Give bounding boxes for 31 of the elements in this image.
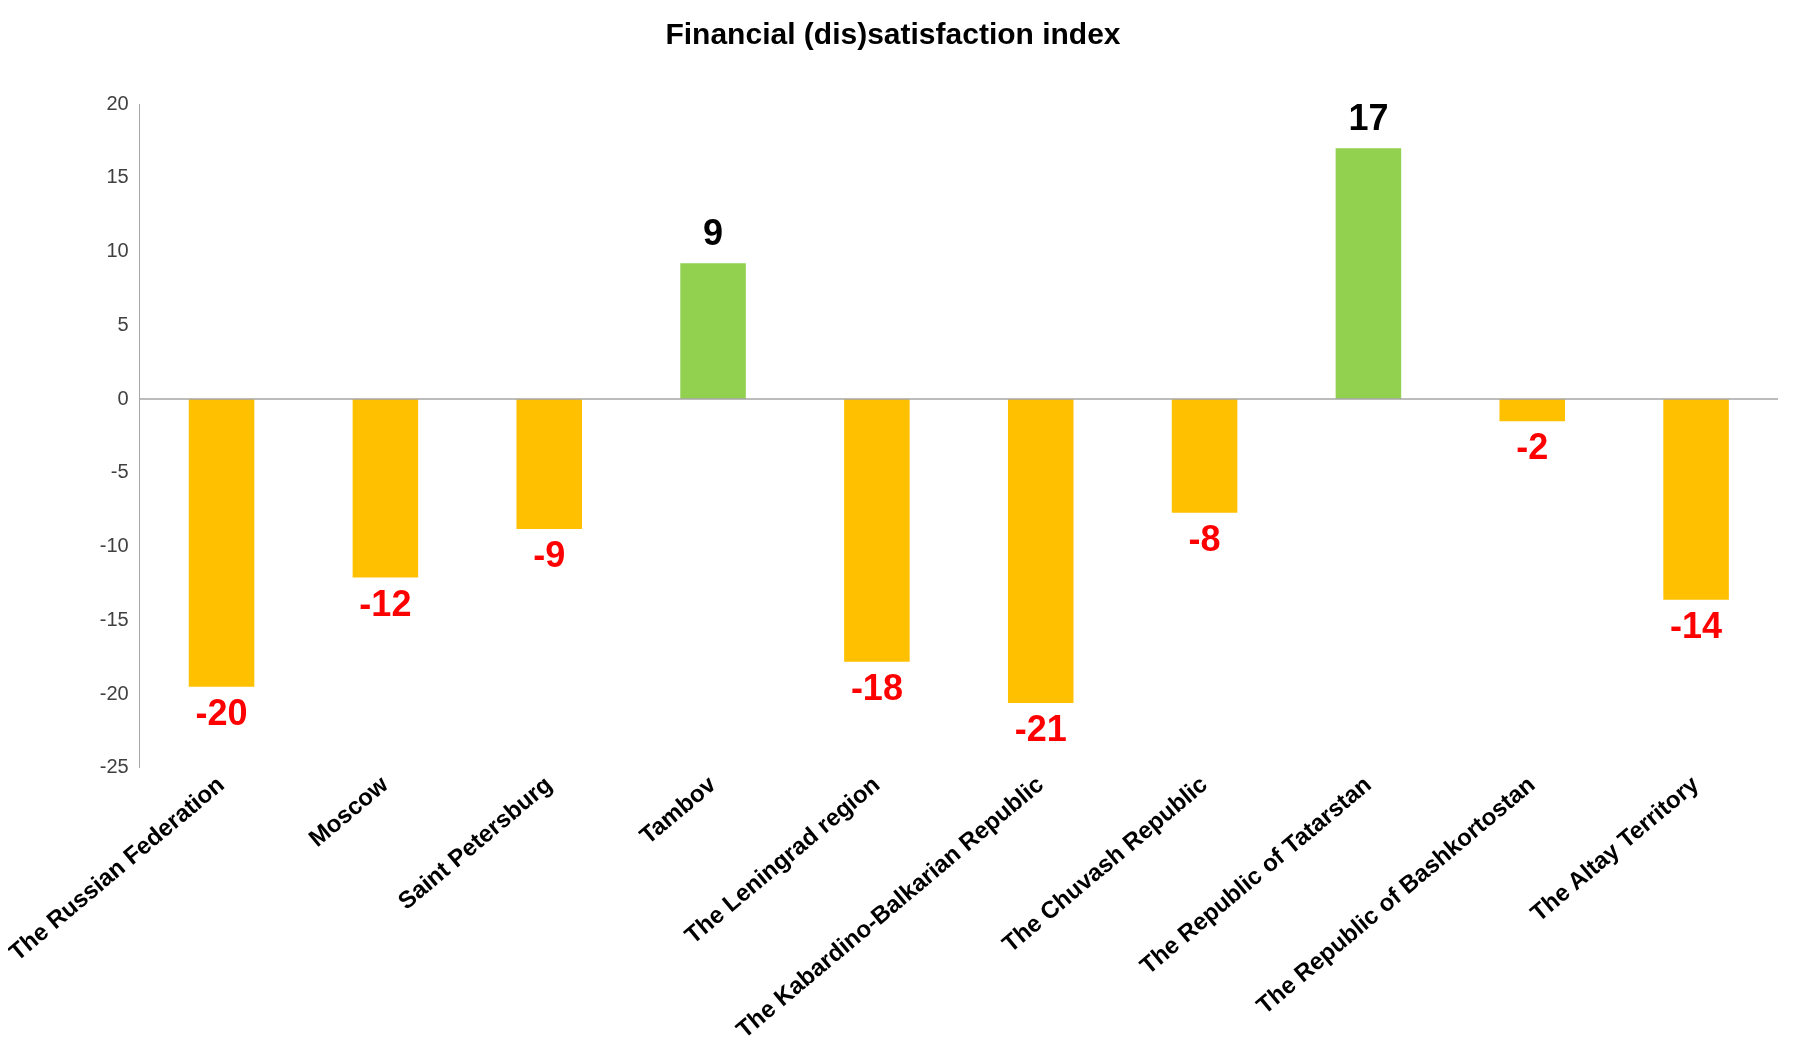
y-tick-label: 0 [117, 386, 129, 409]
bar [1171, 399, 1238, 513]
bar [1007, 399, 1074, 703]
bar [844, 399, 910, 662]
y-tick-label: 15 [106, 165, 129, 188]
y-tick-label: 20 [106, 91, 129, 114]
data-label: -21 [1014, 707, 1067, 749]
data-label: 9 [703, 212, 724, 254]
bar [188, 399, 255, 687]
data-label: -9 [533, 533, 566, 575]
data-label: 17 [1348, 97, 1389, 139]
bar [1335, 148, 1402, 400]
data-label: -8 [1188, 517, 1221, 559]
y-tick-label: 5 [117, 312, 129, 335]
data-label: -20 [195, 691, 248, 733]
y-tick-label: 10 [106, 239, 129, 262]
y-tick-label: -10 [99, 534, 129, 557]
data-label: -2 [1516, 426, 1549, 468]
y-tick-label: -5 [110, 460, 129, 483]
bar [680, 263, 746, 400]
data-label: -18 [850, 666, 903, 708]
bar [352, 399, 419, 578]
bar [516, 399, 582, 529]
y-tick-label: -20 [99, 681, 129, 704]
chart-title: Financial (dis)satisfaction index [665, 17, 1121, 51]
bar [1663, 399, 1729, 600]
y-tick-label: -25 [99, 755, 129, 778]
bar [1499, 399, 1566, 422]
data-label: -14 [1670, 604, 1723, 646]
y-tick-label: -15 [99, 607, 129, 630]
data-label: -12 [359, 582, 412, 624]
